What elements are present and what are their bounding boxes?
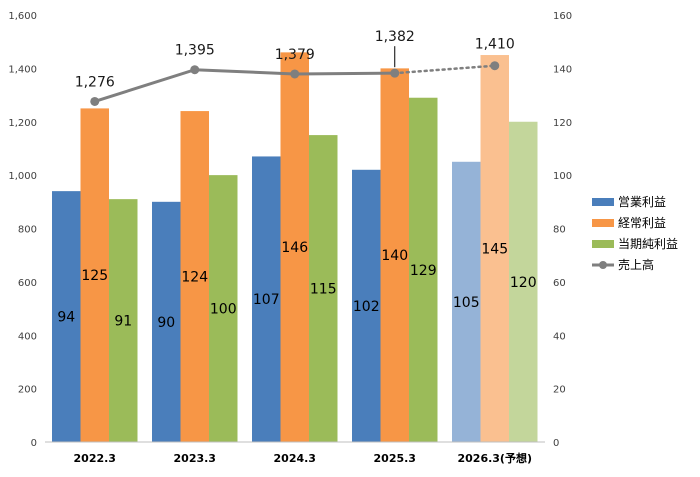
- right-tick-label: 20: [553, 385, 566, 396]
- sales-value-label: 1,395: [175, 43, 215, 59]
- sales-line-actual: [94, 68, 395, 103]
- bar: [252, 156, 281, 442]
- bar-value-label: 145: [481, 242, 508, 258]
- legend-swatch: [592, 219, 614, 227]
- sales-value-label: 1,276: [75, 74, 115, 90]
- bar-value-label: 105: [453, 295, 480, 311]
- bar-value-label: 90: [157, 315, 175, 331]
- category-label: 2026.3(予想): [457, 451, 532, 465]
- sales-point: [490, 61, 500, 71]
- left-tick-label: 1,000: [8, 171, 37, 182]
- right-tick-label: 100: [553, 171, 572, 182]
- legend-marker: [599, 261, 607, 269]
- category-labels: 2022.3 2023.3 2024.3 2025.3 2026.3(予想): [74, 451, 532, 465]
- bar-value-label: 107: [253, 292, 280, 308]
- bar: [52, 191, 81, 442]
- sales-point: [390, 68, 400, 78]
- bar-value-label: 102: [353, 299, 380, 315]
- legend-swatch: [592, 240, 614, 248]
- sales-line: 1,276 1,395 1,379 1,382 1,410: [75, 29, 515, 106]
- right-tick-label: 40: [553, 331, 566, 342]
- left-axis: 0 200 400 600 800 1,000 1,200 1,400 1,600: [8, 11, 37, 449]
- bar: [152, 201, 181, 442]
- sales-point: [90, 96, 100, 106]
- bar: [80, 108, 109, 442]
- right-axis: 0 20 40 60 80 100 120 140 160: [553, 11, 572, 449]
- bar: [280, 52, 309, 443]
- right-tick-label: 120: [553, 118, 572, 129]
- bar: [209, 175, 238, 442]
- legend-label: 営業利益: [618, 195, 666, 209]
- bar-value-label: 120: [510, 275, 537, 291]
- sales-value-label: 1,410: [475, 37, 515, 53]
- bar: [352, 169, 381, 442]
- left-tick-label: 1,600: [8, 11, 37, 22]
- bar: [409, 97, 438, 442]
- left-tick-label: 200: [18, 385, 37, 396]
- right-tick-label: 140: [553, 64, 572, 75]
- bar: [380, 68, 409, 442]
- legend-label: 売上高: [618, 257, 654, 272]
- bar: [309, 135, 338, 442]
- category-label: 2022.3: [74, 452, 116, 465]
- category-label: 2023.3: [174, 452, 216, 465]
- category-label: 2024.3: [274, 452, 316, 465]
- sales-value-label: 1,379: [275, 47, 315, 63]
- legend-label: 当期純利益: [618, 237, 678, 251]
- bar: [509, 121, 538, 442]
- bar-value-label: 124: [181, 270, 208, 286]
- sales-value-label: 1,382: [375, 29, 415, 45]
- left-tick-label: 1,200: [8, 118, 37, 129]
- bar: [452, 161, 481, 442]
- left-tick-label: 400: [18, 331, 37, 342]
- bar-value-label: 146: [281, 240, 308, 256]
- bar: [109, 199, 138, 442]
- sales-line-forecast: [393, 64, 496, 75]
- right-tick-label: 80: [553, 225, 566, 236]
- bar: [180, 111, 209, 442]
- sales-point: [190, 65, 200, 75]
- legend-swatch: [592, 198, 614, 206]
- left-tick-label: 800: [18, 225, 37, 236]
- left-tick-label: 600: [18, 278, 37, 289]
- left-tick-label: 1,400: [8, 64, 37, 75]
- bar-value-label: 91: [114, 314, 132, 330]
- bar-value-label: 94: [57, 310, 75, 326]
- legend-label: 経常利益: [618, 216, 666, 230]
- bar: [480, 55, 509, 442]
- right-tick-label: 0: [553, 438, 559, 449]
- left-tick-label: 0: [31, 438, 37, 449]
- bar-value-label: 125: [81, 268, 108, 284]
- category-label: 2025.3: [374, 452, 416, 465]
- bar-value-label: 100: [210, 302, 237, 318]
- bar-value-label: 140: [381, 248, 408, 264]
- sales-point: [290, 69, 300, 79]
- bar-value-label: 129: [410, 263, 437, 279]
- right-tick-label: 60: [553, 278, 566, 289]
- right-tick-label: 160: [553, 11, 572, 22]
- bar-value-label: 115: [310, 282, 337, 298]
